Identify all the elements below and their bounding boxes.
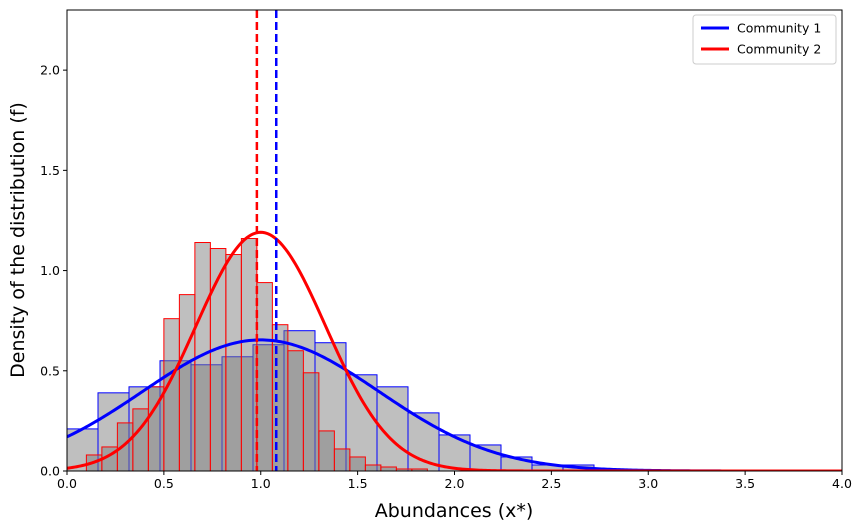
histogram-bar-2 [287, 350, 304, 471]
histogram-bar-2 [302, 372, 320, 471]
histogram-bar-2 [318, 430, 335, 471]
x-tick-label: 0.0 [57, 476, 77, 491]
axes-ticks: 0.0 0.5 1.0 1.5 2.0 2.5 3.0 3.5 4.0 0.0 0.5 1.0 1.5 2… [40, 63, 852, 491]
y-tick-label: 0.5 [40, 363, 60, 378]
legend: Community 1 Community 2 [692, 14, 837, 65]
y-tick-label: 2.0 [40, 63, 60, 78]
histogram-bar-2 [271, 324, 289, 471]
x-tick-label: 3.0 [638, 476, 658, 491]
histogram-bar-2 [225, 254, 242, 471]
histogram-bar-2 [411, 468, 428, 471]
x-tick-label: 0.5 [154, 476, 174, 491]
y-tick-label: 1.5 [40, 163, 60, 178]
histogram-bar-2 [349, 456, 366, 471]
fit-curve-2 [67, 230, 842, 471]
x-tick-label: 2.5 [541, 476, 561, 491]
histogram-bar-2 [240, 237, 258, 471]
histogram-bar-2 [132, 408, 149, 471]
plot-content [67, 10, 842, 471]
x-tick-label: 3.5 [735, 476, 755, 491]
plot-area [66, 9, 843, 472]
x-tick-label: 4.0 [832, 476, 852, 491]
x-tick-label: 2.0 [445, 476, 465, 491]
legend-label-2: Community 2 [737, 42, 821, 57]
histogram-bar-2 [364, 464, 382, 471]
histogram-bar-1 [469, 444, 502, 471]
y-tick-label: 0.0 [40, 464, 60, 479]
histogram-bar-2 [163, 318, 180, 471]
x-tick-label: 1.0 [251, 476, 271, 491]
histogram-bar-2 [380, 466, 397, 471]
y-tick-label: 1.0 [40, 263, 60, 278]
histogram-bar-2 [256, 282, 273, 471]
y-axis-label: Density of the distribution (f) [7, 102, 29, 378]
legend-label-1: Community 1 [737, 21, 821, 36]
histogram-bar-2 [178, 294, 196, 471]
x-tick-label: 1.5 [348, 476, 368, 491]
x-axis-label: Abundances (x*) [375, 500, 534, 522]
histogram-bar-2 [333, 448, 351, 471]
